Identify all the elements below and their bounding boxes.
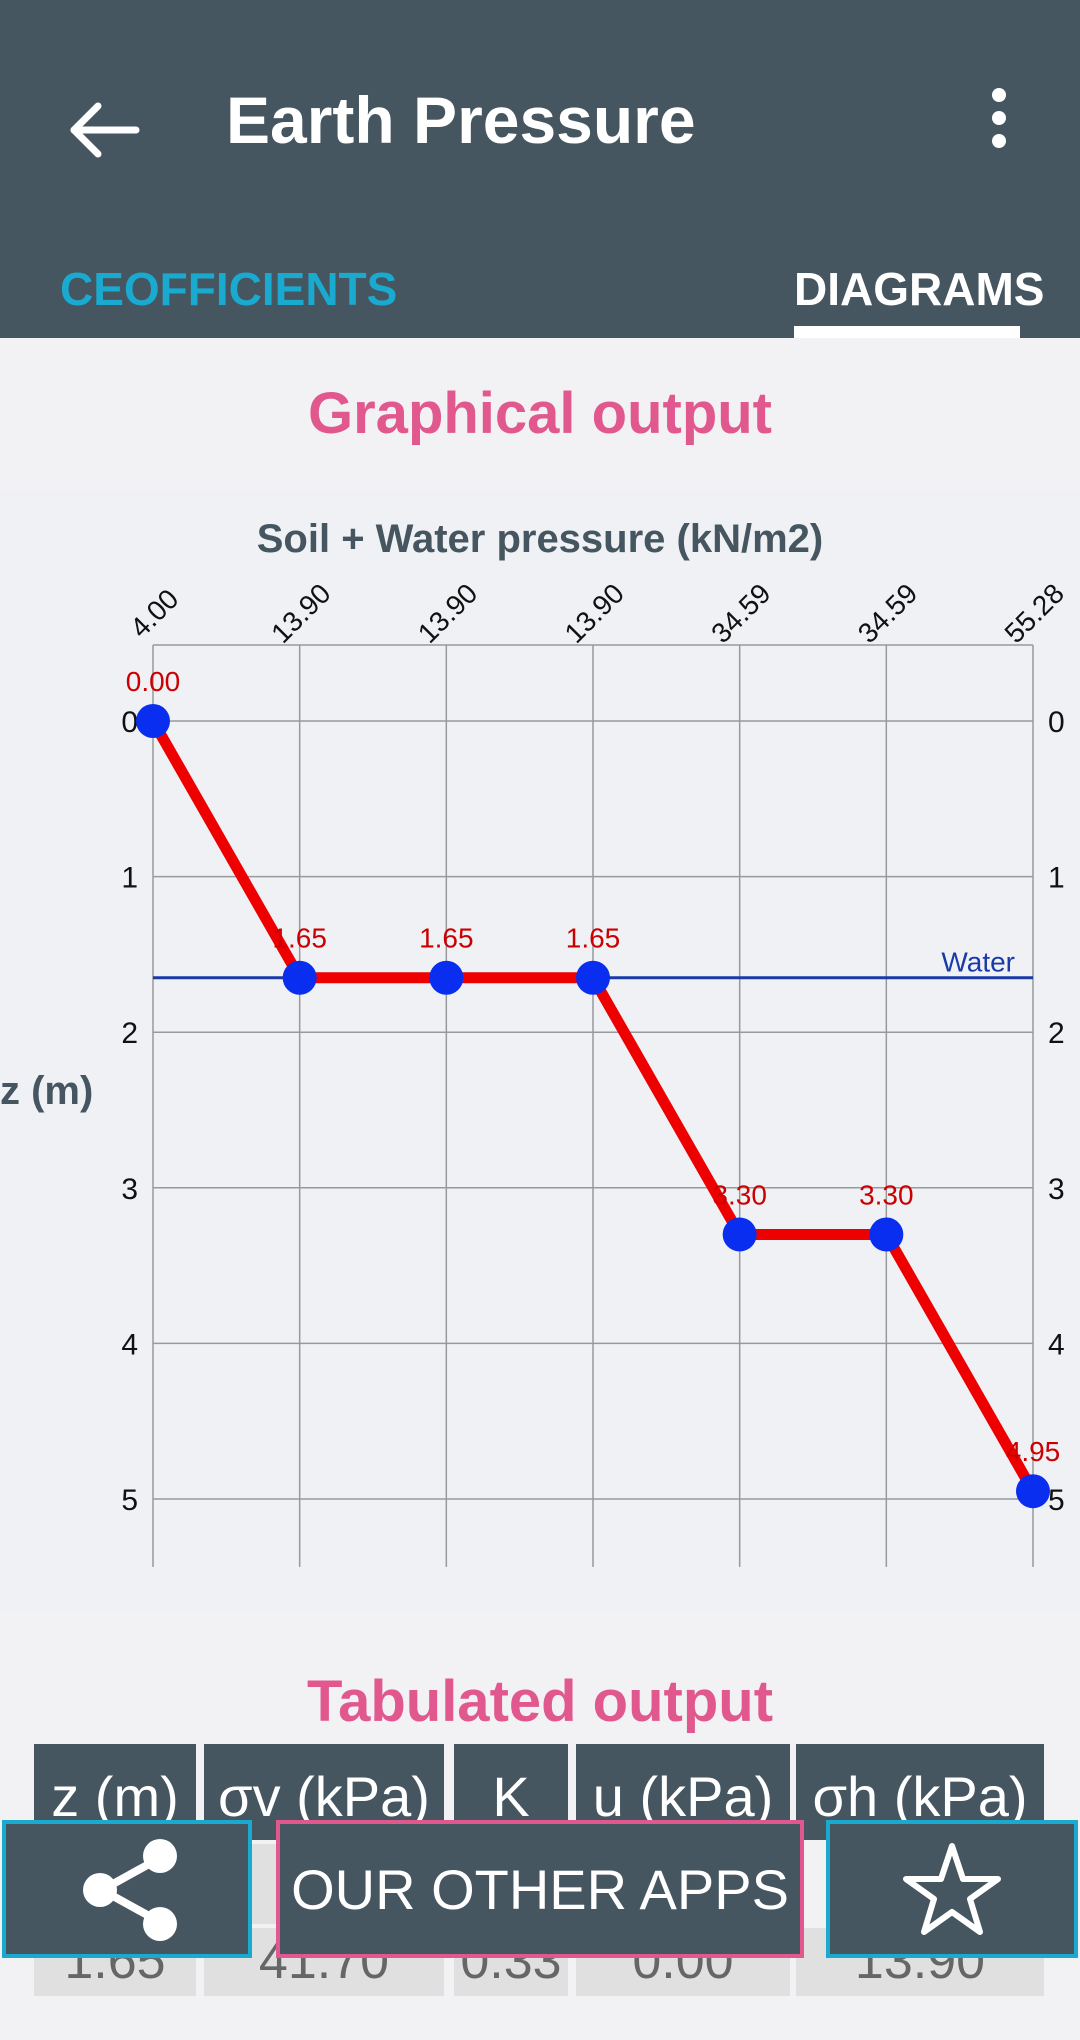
x-tick-label: 34.59	[852, 578, 923, 649]
data-point	[136, 704, 170, 738]
tab-coefficients[interactable]: CEOFFICIENTS	[60, 263, 398, 315]
x-tick-label: 13.90	[559, 578, 630, 649]
share-icon	[83, 1839, 177, 1941]
y-tick-label-right: 0	[1048, 706, 1065, 739]
x-tick-label: 55.28	[999, 578, 1070, 649]
y-tick-label-left: 5	[121, 1484, 138, 1517]
data-point	[429, 960, 464, 995]
data-point	[1016, 1474, 1050, 1509]
y-tick-label-right: 1	[1048, 862, 1065, 895]
share-button[interactable]	[2, 1820, 252, 1958]
data-point	[576, 960, 610, 995]
pressure-chart-svg: Soil + Water pressure (kN/m2)4.00 13.90 13…	[0, 517, 1070, 1567]
back-arrow-icon[interactable]	[62, 88, 146, 172]
y-tick-label-left: 4	[121, 1328, 138, 1361]
y-tick-label-left: 1	[121, 862, 138, 895]
y-axis-title: z (m)	[0, 1069, 93, 1113]
graphical-output-heading: Graphical output	[308, 381, 772, 446]
data-label: 4.95	[1006, 1436, 1061, 1467]
data-label: 1.65	[419, 923, 474, 954]
water-level-label: Water	[941, 947, 1015, 978]
data-point	[722, 1217, 757, 1252]
x-tick-label: 4.00	[124, 583, 184, 643]
data-label: 1.65	[566, 923, 621, 954]
y-tick-label-left: 0	[121, 706, 138, 739]
y-tick-label-right: 2	[1048, 1017, 1065, 1050]
x-tick-label: 34.59	[705, 578, 776, 649]
data-label: 0.00	[126, 666, 181, 697]
page-title: Earth Pressure	[226, 83, 696, 157]
selected-tab-indicator	[794, 326, 1020, 338]
y-tick-label-right: 3	[1048, 1173, 1065, 1206]
tab-diagrams[interactable]: DIAGRAMS	[794, 263, 1045, 315]
other-apps-button[interactable]: OUR OTHER APPS	[276, 1820, 804, 1958]
tabulated-output-heading: Tabulated output	[306, 1669, 774, 1734]
rate-button[interactable]	[826, 1820, 1078, 1958]
x-tick-label: 13.90	[265, 578, 336, 649]
y-tick-label-right: 5	[1048, 1484, 1065, 1517]
y-tick-label-right: 4	[1048, 1328, 1065, 1361]
x-tick-label: 13.90	[412, 578, 483, 649]
y-tick-label-left: 3	[121, 1173, 138, 1206]
data-point	[282, 960, 317, 995]
more-options-icon[interactable]	[970, 80, 1026, 156]
y-tick-label-left: 2	[121, 1017, 138, 1050]
pressure-chart: Soil + Water pressure (kN/m2) 4.00 13.90 13…	[0, 490, 1080, 1610]
data-label: 1.65	[272, 923, 327, 954]
app-bar: Earth Pressure CEOFFICIENTS DIAGRAMS	[0, 0, 1080, 338]
star-icon	[903, 1843, 1001, 1935]
data-point	[869, 1217, 904, 1252]
data-label: 3.30	[712, 1179, 767, 1210]
chart-title: Soil + Water pressure (kN/m2)	[257, 517, 823, 561]
data-label: 3.30	[859, 1179, 914, 1210]
